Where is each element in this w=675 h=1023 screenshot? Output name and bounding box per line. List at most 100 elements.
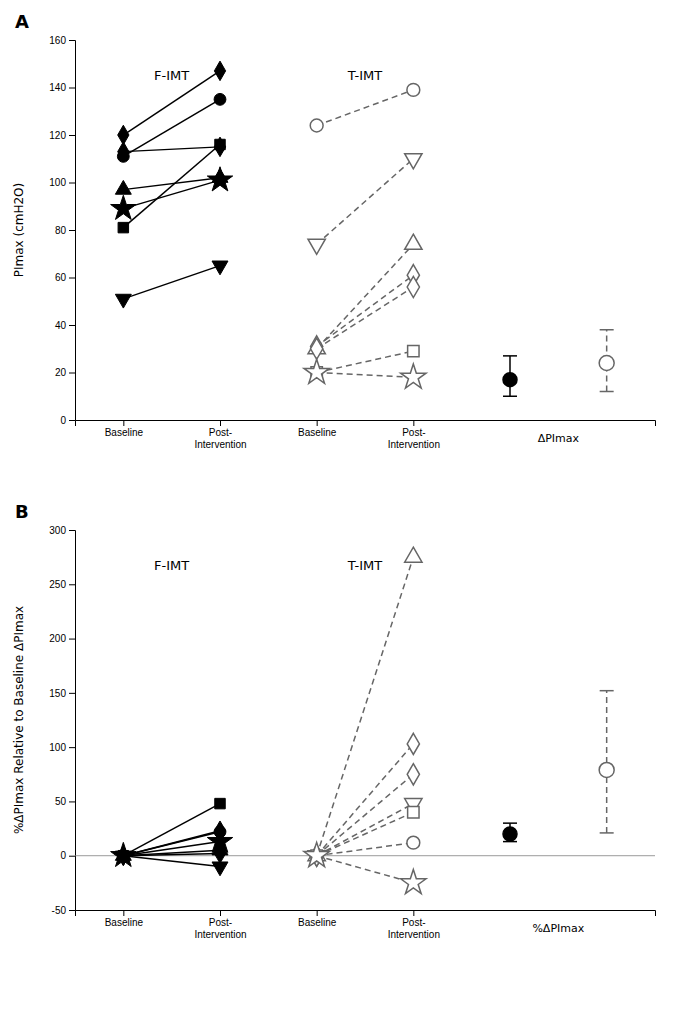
- series-marker: [405, 234, 422, 249]
- y-tick-label: 100: [49, 177, 66, 188]
- y-axis: -50050100150200250300: [49, 525, 75, 916]
- series: [118, 798, 225, 861]
- y-tick-label: -50: [52, 905, 67, 916]
- series: [308, 799, 422, 866]
- y-tick: 200: [49, 633, 75, 644]
- mean-marker: [503, 827, 517, 841]
- y-tick-label: 100: [49, 742, 66, 753]
- error-cap: [503, 355, 517, 357]
- series-line: [317, 804, 414, 856]
- series-marker: [407, 764, 419, 785]
- y-tick-mark: [69, 856, 75, 857]
- y-tick-label: 50: [55, 796, 67, 807]
- delta-label: %ΔPImax: [532, 922, 584, 935]
- series: [308, 154, 422, 255]
- plot-area: [111, 61, 615, 396]
- chart-svg: 020406080100120140160BaselinePost-Interv…: [0, 0, 675, 1023]
- y-tick-mark: [69, 747, 75, 748]
- y-tick-mark: [69, 135, 75, 136]
- x-tick-label: Post-Intervention: [194, 917, 246, 940]
- x-tick-label-line: Post-: [402, 917, 425, 928]
- y-tick-mark: [69, 801, 75, 802]
- y-tick-mark: [69, 183, 75, 184]
- series-line: [123, 832, 220, 856]
- series-line: [317, 275, 414, 346]
- series-marker: [214, 61, 225, 81]
- series-marker: [308, 239, 325, 254]
- group-label: T-IMT: [347, 68, 382, 83]
- series-marker: [214, 93, 226, 105]
- y-tick-label: 0: [60, 850, 66, 861]
- x-tick-label-line: Post-: [402, 427, 425, 438]
- series-marker: [407, 276, 419, 297]
- error-cap: [600, 329, 614, 331]
- series-marker: [118, 222, 128, 232]
- x-tick: Baseline: [105, 910, 144, 928]
- y-tick-label: 140: [49, 82, 66, 93]
- series-marker: [408, 345, 419, 356]
- mean-marker: [503, 373, 517, 387]
- series-marker: [115, 294, 131, 308]
- error-cap: [503, 396, 517, 398]
- series-line: [123, 145, 220, 228]
- y-tick-label: 60: [55, 272, 67, 283]
- mean: [503, 823, 517, 841]
- y-tick-label: 200: [49, 633, 66, 644]
- series-marker: [407, 733, 419, 754]
- series-line: [123, 831, 220, 856]
- group-label: F-IMT: [154, 68, 189, 83]
- x-axis-line: [76, 911, 656, 917]
- series-marker: [115, 851, 131, 865]
- x-tick-mark: [317, 420, 318, 426]
- series: [118, 821, 226, 865]
- x-tick-label-line: Intervention: [388, 439, 440, 450]
- y-tick-label: 160: [49, 35, 66, 46]
- series-line: [317, 159, 414, 245]
- series-marker: [212, 862, 228, 876]
- y-tick-label: 80: [55, 225, 67, 236]
- series-line: [317, 774, 414, 855]
- series-marker: [207, 167, 232, 191]
- y-tick-mark: [69, 88, 75, 89]
- y-tick-label: 40: [55, 320, 67, 331]
- y-tick: 40: [55, 320, 75, 331]
- series-marker: [407, 836, 420, 849]
- error-cap: [600, 690, 614, 692]
- x-tick-mark: [220, 420, 221, 426]
- delta-label: ΔPImax: [538, 432, 580, 445]
- series: [118, 137, 226, 161]
- error-cap: [600, 391, 614, 393]
- y-tick-label: 20: [55, 367, 67, 378]
- series-marker: [304, 359, 329, 383]
- series: [118, 61, 226, 145]
- error-cap: [600, 832, 614, 834]
- y-tick-mark: [69, 278, 75, 279]
- x-tick: Baseline: [105, 420, 144, 438]
- y-tick-mark: [69, 373, 75, 374]
- series-marker: [118, 142, 129, 162]
- mean-marker: [599, 356, 614, 371]
- y-axis-line: [69, 531, 76, 911]
- series-line: [317, 287, 414, 349]
- x-axis: BaselinePost-InterventionBaselinePost-In…: [76, 420, 656, 450]
- x-tick: Post-Intervention: [194, 420, 246, 450]
- x-tick-label: Post-Intervention: [388, 917, 440, 940]
- panel-title: B: [15, 501, 29, 522]
- series: [115, 169, 228, 195]
- y-tick: 100: [49, 742, 75, 753]
- series-marker: [408, 807, 419, 818]
- x-axis-line: [76, 421, 656, 427]
- y-tick-mark: [69, 420, 75, 421]
- series-marker: [212, 261, 228, 275]
- y-tick-label: 250: [49, 579, 66, 590]
- series-line: [317, 557, 414, 856]
- x-tick-label-line: Baseline: [298, 427, 337, 438]
- x-tick-label: Post-Intervention: [194, 427, 246, 450]
- y-tick: 20: [55, 367, 75, 378]
- x-tick-mark: [220, 910, 221, 916]
- x-tick-label-line: Baseline: [105, 427, 144, 438]
- series-marker: [115, 180, 131, 194]
- series-line: [317, 744, 414, 856]
- series-line: [317, 244, 414, 349]
- x-tick-label-line: Post-: [209, 427, 232, 438]
